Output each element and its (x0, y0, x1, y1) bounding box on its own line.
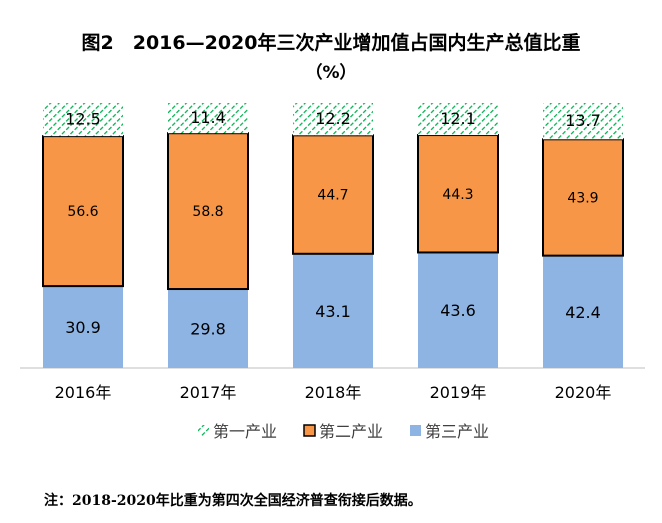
bar-第二产业-2019年 (417, 134, 499, 254)
bar-第一产业-2020年 (543, 103, 623, 140)
data-label: 11.4 (190, 108, 226, 127)
data-label: 30.9 (65, 318, 101, 337)
bar-第三产业-2019年 (418, 252, 498, 368)
x-tick-label: 2019年 (430, 383, 487, 402)
data-label: 43.1 (315, 302, 351, 321)
bar-第二产业-2018年 (292, 134, 374, 255)
legend-swatch-第一产业 (198, 425, 209, 436)
bar-第三产业-2017年 (168, 289, 248, 368)
data-label: 12.1 (440, 109, 476, 128)
x-tick-label: 2016年 (55, 383, 112, 402)
bar-第二产业-2017年 (167, 132, 249, 291)
footnote: 注：2018-2020年比重为第四次全国经济普查衔接后数据。 (44, 493, 422, 509)
legend-swatch-第二产业 (303, 424, 316, 437)
data-label: 29.8 (190, 320, 226, 339)
bar-第三产业-2016年 (43, 286, 123, 368)
x-tick-label: 2020年 (555, 383, 612, 402)
bar-第二产业-2020年 (542, 138, 624, 257)
data-label: 12.5 (65, 110, 101, 129)
data-label: 12.2 (315, 109, 351, 128)
chart-title: 图2 2016—2020年三次产业增加值占国内生产总值比重 (81, 32, 581, 54)
bar-第三产业-2018年 (293, 253, 373, 368)
bar-第一产业-2019年 (418, 103, 498, 136)
data-label: 42.4 (565, 303, 601, 322)
data-label: 13.7 (565, 111, 601, 130)
data-label: 58.8 (192, 204, 223, 220)
data-label: 43.6 (440, 301, 476, 320)
bar-第一产业-2017年 (168, 103, 248, 134)
data-label: 43.9 (567, 190, 598, 206)
bar-第一产业-2018年 (293, 103, 373, 136)
data-label: 44.7 (317, 188, 348, 204)
chart-subtitle: （%） (305, 63, 357, 83)
data-label: 56.6 (67, 204, 98, 220)
bar-第一产业-2016年 (43, 103, 123, 137)
x-tick-label: 2018年 (305, 383, 362, 402)
data-label: 44.3 (442, 187, 473, 203)
legend-label: 第三产业 (425, 422, 489, 441)
legend-swatch-第三产业 (410, 425, 421, 436)
x-tick-label: 2017年 (180, 383, 237, 402)
legend-label: 第二产业 (319, 422, 383, 441)
legend-label: 第一产业 (213, 422, 277, 441)
bar-第三产业-2020年 (543, 255, 623, 368)
